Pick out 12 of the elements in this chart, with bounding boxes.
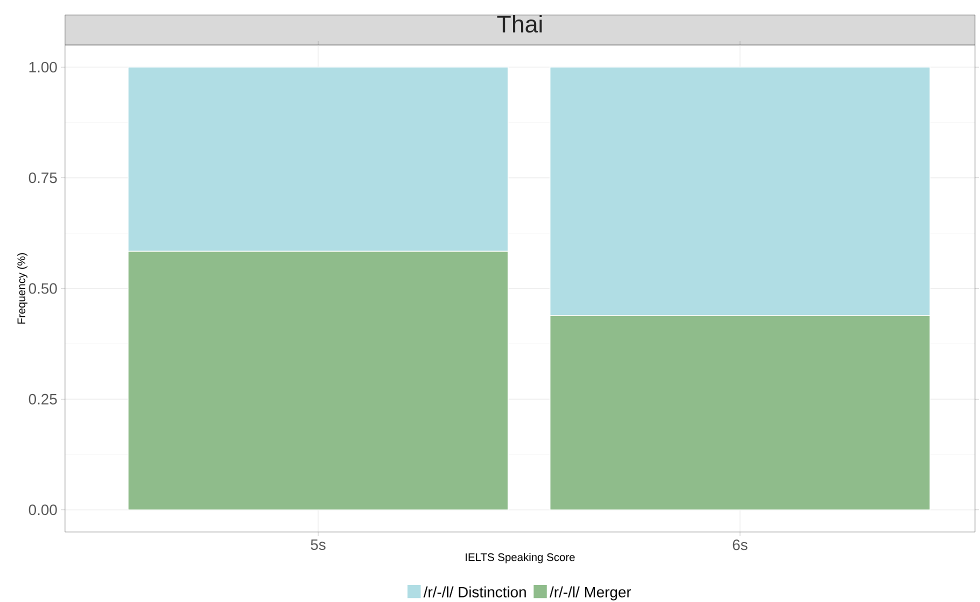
y-axis-title: Frequency (%) — [17, 253, 28, 324]
legend-label: /r/-/l/ Merger — [550, 586, 632, 600]
x-tick-label: 6s — [732, 540, 748, 550]
y-tick-label: 0.00 — [28, 504, 57, 516]
x-axis-title: IELTS Speaking Score — [466, 553, 575, 564]
y-tick-label: 1.00 — [29, 62, 57, 72]
y-tick-label: 0.50 — [28, 283, 57, 294]
chart-title: Thai — [497, 14, 542, 33]
y-tick-label: 0.75 — [28, 172, 57, 184]
y-tick-label: 0.25 — [28, 394, 57, 404]
x-tick-label: 5s — [310, 540, 326, 550]
legend-label: /r/-/l/ Distinction — [423, 586, 526, 598]
